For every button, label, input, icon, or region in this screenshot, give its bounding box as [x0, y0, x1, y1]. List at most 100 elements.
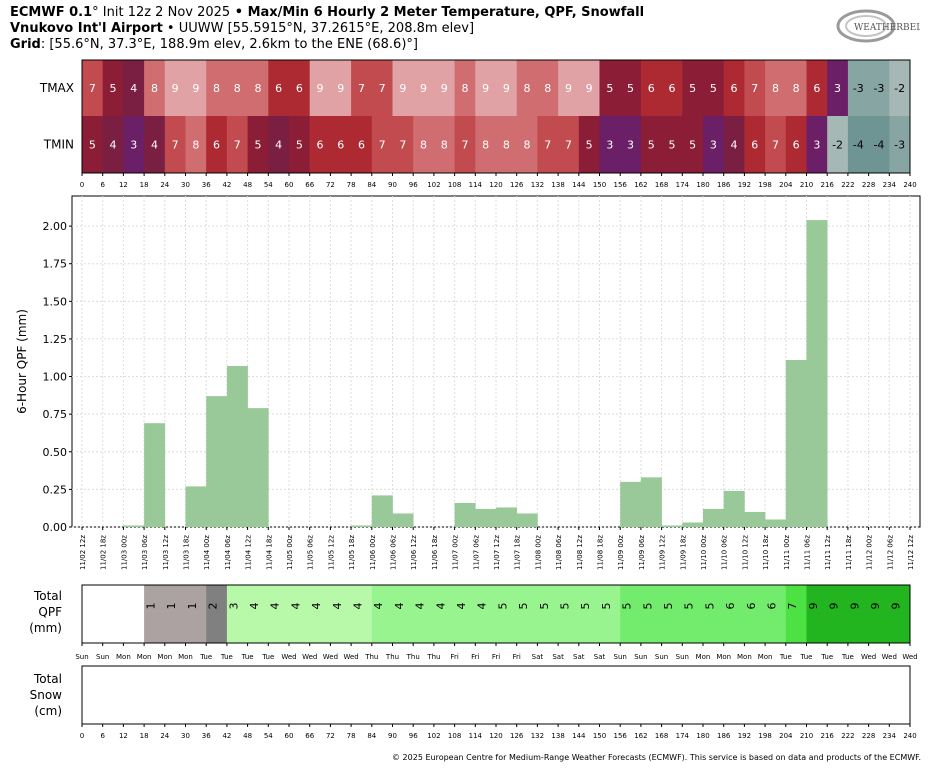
tmin-cell: [164, 116, 186, 173]
snow-x-tick-label: 108: [448, 732, 461, 740]
total-qpf-value: 9: [869, 603, 882, 610]
tmin-value: -3: [894, 139, 905, 152]
tmax-cell: [413, 60, 435, 116]
total-qpf-cell: [433, 585, 455, 643]
total-qpf-cell: [268, 585, 290, 643]
temp-x-tick-label: 192: [738, 181, 751, 189]
tmin-value: 8: [482, 139, 489, 152]
temp-x-tick-label: 54: [264, 181, 273, 189]
temp-x-tick-label: 42: [222, 181, 231, 189]
tmax-value: 9: [420, 82, 427, 95]
qpf-y-tick-label: 1.00: [43, 371, 68, 384]
temp-x-tick-label: 18: [140, 181, 149, 189]
tmin-cell: [185, 116, 207, 173]
snow-x-tick-label: 66: [305, 732, 314, 740]
temp-x-tick-label: 180: [696, 181, 709, 189]
day-label: Mon: [178, 653, 193, 661]
qpf-x-tick-label: 11/07 06z: [472, 535, 480, 570]
qpf-bar: [661, 525, 683, 527]
tmin-value: 7: [461, 139, 468, 152]
qpf-panel: 0.00 0.25 0.50 0.75 1.00 1.25 1.50 1.75 2.00 11/0…: [15, 195, 921, 570]
total-qpf-cell: [330, 585, 352, 643]
qpf-x-tick-label: 11/05 12z: [327, 535, 335, 570]
qpf-x-tick-label: 11/09 00z: [617, 535, 625, 570]
snow-x-tick-label: 168: [655, 732, 668, 740]
tmin-value: 5: [254, 139, 261, 152]
total-qpf-value: 4: [393, 603, 406, 610]
tmin-cell: [868, 116, 890, 173]
qpf-x-tick-label: 11/04 00z: [203, 535, 211, 570]
tmin-cell: [206, 116, 228, 173]
tmax-label: TMAX: [39, 81, 74, 95]
tmin-value: -4: [873, 139, 884, 152]
temp-x-tick-label: 120: [489, 181, 502, 189]
tmax-cell: [82, 60, 104, 116]
temp-x-tick-label: 12: [119, 181, 128, 189]
snow-x-tick-label: 144: [572, 732, 586, 740]
qpf-x-tick-label: 11/08 12z: [576, 535, 584, 570]
qpf-bar: [765, 519, 787, 527]
total-qpf-value: 6: [724, 603, 737, 610]
qpf-bar: [496, 507, 517, 527]
day-label: Thu: [426, 653, 440, 661]
tmax-value: -2: [894, 82, 905, 95]
snow-x-tick-label: 222: [841, 732, 854, 740]
total-qpf-value: 5: [558, 603, 571, 610]
qpf-bar: [785, 359, 807, 527]
day-label: Sun: [655, 653, 668, 661]
snow-x-tick-label: 54: [264, 732, 273, 740]
tmin-cell: [723, 116, 745, 173]
tmin-value: 3: [627, 139, 634, 152]
tmin-cell: [765, 116, 787, 173]
tmax-value: 5: [110, 82, 117, 95]
total-qpf-value: 4: [455, 603, 468, 610]
temp-x-tick-label: 144: [572, 181, 586, 189]
total-qpf-value: 4: [289, 603, 302, 610]
snow-x-tick-label: 60: [285, 732, 294, 740]
tmin-cell: [889, 116, 911, 173]
snow-x-tick-label: 216: [821, 732, 835, 740]
snow-x-tick-label: 180: [696, 732, 709, 740]
footer-copyright: © 2025 European Centre for Medium-Range …: [392, 753, 921, 762]
snow-x-tick-label: 48: [243, 732, 252, 740]
tmin-cell: [454, 116, 476, 173]
tmin-value: 7: [172, 139, 179, 152]
tmin-cell: [144, 116, 166, 173]
day-label: Tue: [779, 653, 792, 661]
day-label: Wed: [861, 653, 876, 661]
tmax-cell: [247, 60, 269, 116]
tmax-cell: [578, 60, 600, 116]
total-qpf-value: 7: [786, 603, 799, 610]
qpf-y-tick-label: 0.25: [43, 483, 68, 496]
tmin-value: 6: [751, 139, 758, 152]
tmin-cell: [496, 116, 518, 173]
tmax-cell: [392, 60, 414, 116]
tmax-cell: [268, 60, 290, 116]
tmin-cell: [226, 116, 248, 173]
snow-x-tick-label: 162: [634, 732, 647, 740]
total-snow-label: Snow: [30, 688, 63, 702]
tmax-value: 4: [130, 82, 137, 95]
tmax-value: 5: [627, 82, 634, 95]
day-label: Fri: [513, 653, 521, 661]
tmax-value: 9: [192, 82, 199, 95]
tmax-cell: [226, 60, 248, 116]
header-line-1: ECMWF 0.1° Init 12z 2 Nov 2025 • Max/Min…: [10, 5, 645, 20]
day-label: Thu: [385, 653, 399, 661]
tmax-value: 9: [337, 82, 344, 95]
tmax-cell: [433, 60, 455, 116]
qpf-x-tick-label: 11/07 00z: [452, 535, 460, 570]
tmin-cell: [289, 116, 311, 173]
total-qpf-cell: [847, 585, 869, 643]
tmin-cell: [785, 116, 807, 173]
tmax-value: 6: [275, 82, 282, 95]
temp-x-tick-label: 174: [676, 181, 690, 189]
tmin-cell: [661, 116, 683, 173]
tmin-value: 5: [668, 139, 675, 152]
tmin-value: 5: [296, 139, 303, 152]
qpf-bar: [371, 495, 393, 527]
tmin-value: 7: [379, 139, 386, 152]
day-label: Mon: [157, 653, 172, 661]
snow-x-tick-label: 198: [758, 732, 771, 740]
qpf-x-tick-label: 11/05 06z: [307, 535, 315, 570]
